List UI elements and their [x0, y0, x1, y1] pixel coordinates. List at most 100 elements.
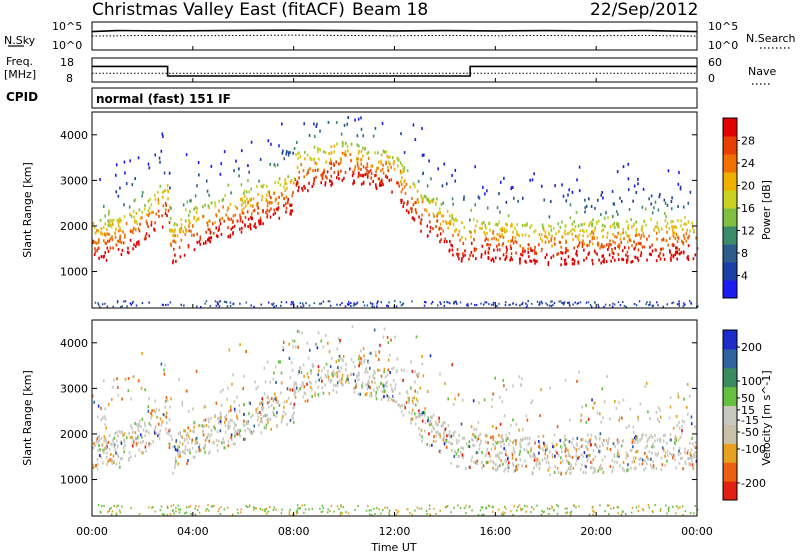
power-cell [672, 301, 675, 304]
power-cell [618, 243, 620, 247]
velocity-cell [435, 434, 437, 438]
velocity-cell [140, 425, 142, 429]
velocity-cell [317, 365, 320, 369]
power-cell [385, 150, 388, 154]
velocity-cell [453, 506, 455, 509]
velocity-cell [588, 513, 591, 516]
velocity-cell [185, 433, 188, 437]
power-cell [611, 215, 614, 219]
velocity-cell [195, 450, 198, 454]
velocity-cell [273, 413, 275, 417]
velocity-cell [404, 406, 406, 410]
velocity-cell [330, 378, 332, 382]
velocity-cell [613, 455, 616, 459]
power-cell [330, 183, 332, 187]
power-cell [682, 302, 685, 305]
velocity-cell [148, 506, 150, 509]
velocity-cell [344, 368, 347, 372]
power-cell [369, 182, 371, 186]
velocity-cell [619, 415, 621, 419]
velocity-cell [231, 438, 233, 442]
velocity-cell [208, 434, 211, 438]
power-cell [548, 224, 550, 228]
power-cell [290, 179, 293, 183]
velocity-cell [144, 388, 146, 392]
power-cell [520, 252, 522, 256]
velocity-cell [159, 417, 162, 421]
power-cell [161, 132, 164, 136]
velocity-cell [651, 466, 653, 470]
power-cell [313, 145, 316, 149]
power-cell [207, 204, 210, 208]
velocity-cell [339, 338, 341, 342]
power-cell [676, 257, 679, 261]
power-cell [443, 301, 446, 304]
power-cell [475, 247, 478, 251]
velocity-cell [181, 450, 184, 454]
power-cell [370, 172, 373, 176]
power-cell [364, 173, 366, 177]
velocity-cell [292, 413, 294, 417]
velocity-cell [501, 436, 503, 440]
power-cell [105, 258, 108, 262]
power-cell [96, 248, 98, 252]
power-cell [461, 235, 463, 239]
velocity-cell [660, 468, 663, 472]
velocity-cell [207, 417, 210, 421]
power-cell [94, 231, 97, 235]
power-cell [379, 180, 382, 184]
velocity-cell [350, 357, 353, 361]
power-cell [436, 234, 439, 238]
velocity-cell [324, 383, 326, 387]
velocity-cell [374, 350, 377, 354]
velocity-cell [415, 415, 418, 419]
power-cell [274, 211, 277, 215]
power-cell [372, 134, 375, 138]
power-cell [285, 301, 288, 304]
velocity-cell [227, 444, 230, 448]
velocity-cell [664, 433, 667, 437]
power-cell [187, 245, 190, 249]
velocity-cell [504, 511, 506, 514]
power-cell [126, 250, 129, 254]
x-axis-title: Time UT [370, 541, 416, 554]
velocity-cell [261, 508, 264, 511]
power-cell [617, 301, 620, 304]
velocity-cell [380, 374, 383, 378]
power-cell [492, 259, 495, 263]
velocity-cell [415, 397, 418, 401]
velocity-cell [564, 507, 567, 510]
velocity-cell [399, 404, 402, 408]
velocity-cell [251, 432, 253, 436]
velocity-cell [186, 462, 188, 466]
velocity-cell [408, 400, 410, 404]
power-cell [569, 304, 571, 307]
velocity-cell [633, 440, 636, 444]
power-cell [552, 254, 555, 258]
power-cell [677, 236, 680, 240]
velocity-cell [275, 415, 277, 419]
velocity-cell [485, 434, 487, 438]
power-cell [638, 300, 641, 303]
power-cell [526, 223, 529, 227]
velocity-cell [296, 504, 299, 507]
power-cell [302, 305, 305, 308]
velocity-cell [260, 413, 262, 417]
velocity-cell [107, 440, 110, 444]
power-cell [289, 203, 291, 207]
velocity-cell [662, 434, 665, 438]
velocity-cell [374, 381, 376, 385]
power-cell [377, 166, 379, 170]
power-cell [619, 196, 621, 200]
power-cell [592, 242, 594, 246]
velocity-cell [111, 438, 114, 442]
power-cell [420, 229, 422, 233]
power-cell [422, 197, 424, 201]
power-cell [139, 222, 141, 226]
velocity-cell [337, 366, 339, 370]
x-tick-label: 16:00 [479, 525, 511, 538]
velocity-cell [239, 343, 241, 347]
velocity-cell [519, 441, 521, 445]
velocity-cell [606, 441, 609, 445]
power-cell [604, 303, 607, 306]
